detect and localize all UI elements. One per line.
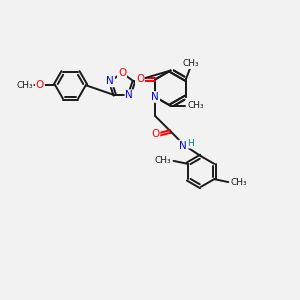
Text: N: N [179,141,187,151]
Text: CH₃: CH₃ [231,178,247,187]
Text: N: N [152,92,159,102]
Text: N: N [106,76,114,86]
Text: O: O [118,68,126,78]
Text: O: O [151,129,159,140]
Text: CH₃: CH₃ [188,101,204,110]
Text: CH₃: CH₃ [16,81,33,90]
Text: O: O [36,80,44,90]
Text: CH₃: CH₃ [183,59,200,68]
Text: O: O [136,74,144,84]
Text: N: N [125,90,133,100]
Text: CH₃: CH₃ [154,156,171,165]
Text: H: H [187,139,194,148]
